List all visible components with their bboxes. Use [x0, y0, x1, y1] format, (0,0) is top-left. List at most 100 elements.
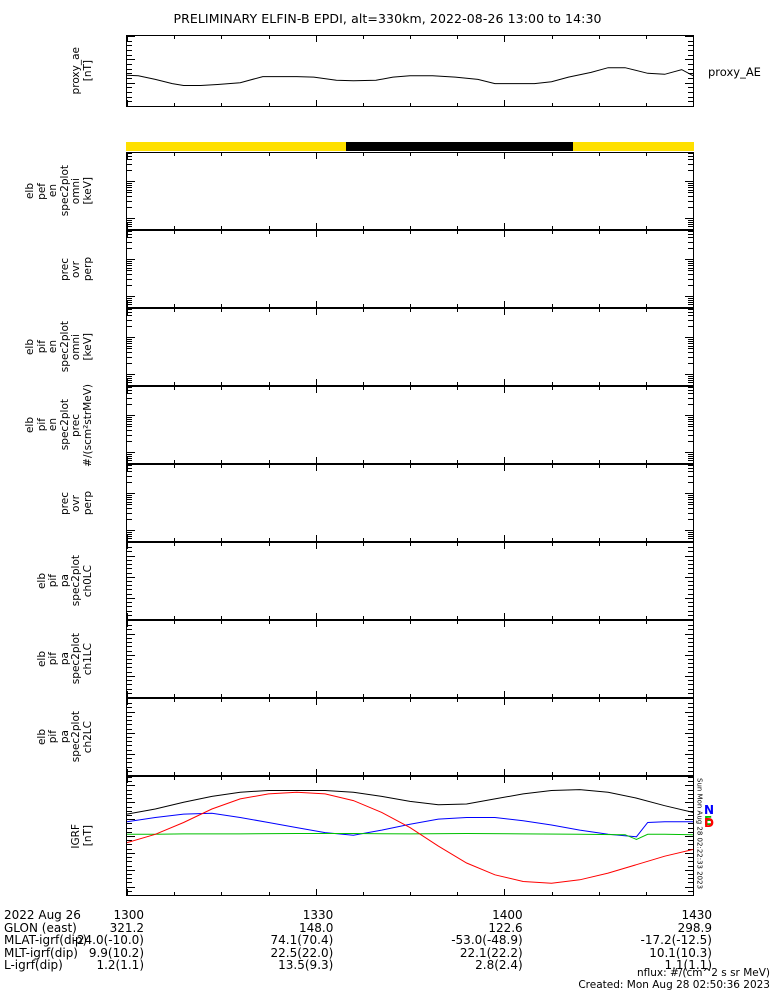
y-tick-minor [127, 187, 132, 188]
axis-title: elb pef en spec2plot omni [keV] [24, 152, 94, 230]
y-tick-minor [127, 270, 132, 271]
y-tick-minor [688, 404, 693, 405]
y-tick-minor [688, 651, 693, 652]
axis-title-line: elb [24, 338, 36, 356]
x-tick [504, 153, 505, 159]
y-tick-major [127, 598, 135, 599]
plot-panel-prec-ovr-perp-2: 1001000 [126, 464, 694, 542]
y-tick-minor [688, 41, 693, 42]
x-tick [174, 382, 175, 385]
y-tick-minor [127, 298, 132, 299]
y-tick-minor [688, 341, 693, 342]
x-tick [646, 465, 647, 468]
y-tick-minor [127, 326, 132, 327]
y-tick-major [127, 634, 135, 635]
y-tick-minor [688, 458, 693, 459]
y-tick-major [685, 36, 693, 37]
y-tick-minor [688, 716, 693, 717]
axis-title-line: [keV] [81, 333, 94, 361]
x-tick [504, 465, 505, 471]
x-tick [363, 465, 364, 468]
table-cell: -17.2(-12.5) [640, 933, 712, 948]
x-tick [269, 226, 270, 229]
x-tick [410, 382, 411, 385]
x-tick [457, 387, 458, 390]
y-tick-minor [127, 758, 132, 759]
y-tick-minor [688, 237, 693, 238]
y-tick-minor [127, 750, 132, 751]
activity-bar-segment [126, 142, 346, 151]
y-tick-minor [127, 538, 132, 539]
x-tick [646, 699, 647, 702]
x-tick [221, 36, 222, 39]
x-tick [316, 889, 317, 895]
x-tick [127, 699, 128, 705]
activity-bar-segment [346, 142, 573, 151]
y-tick-minor [688, 50, 693, 51]
axis-title: elb pif pa spec2plot ch1LC [36, 620, 95, 698]
x-tick [552, 543, 553, 546]
page-title: PRELIMINARY ELFIN-B EPDI, alt=330km, 202… [173, 11, 602, 26]
y-tick-minor [688, 242, 693, 243]
x-tick [269, 103, 270, 106]
x-tick [504, 36, 505, 42]
y-tick-minor [688, 471, 693, 472]
y-tick-minor [127, 499, 132, 500]
y-tick-minor [688, 602, 693, 603]
x-tick [221, 892, 222, 895]
x-tick [504, 379, 505, 385]
y-tick-minor [688, 693, 693, 694]
y-tick-major [127, 374, 135, 375]
y-tick-major [685, 337, 693, 338]
x-tick [269, 621, 270, 624]
y-tick-minor [127, 261, 132, 262]
y-tick-minor [127, 382, 132, 383]
x-tick [410, 231, 411, 234]
x-tick [316, 777, 317, 783]
plot-panel-elb-pif-pa-ch0lc: 150100500 [126, 542, 694, 620]
x-tick [316, 153, 317, 159]
x-tick [410, 387, 411, 390]
y-tick-minor [688, 224, 693, 225]
y-tick-minor [127, 585, 132, 586]
table-row: L-igrf(dip) 1.2(1.1) 13.5(9.3) 2.8(2.4) 1.1(… [4, 959, 772, 972]
x-tick [457, 777, 458, 780]
y-tick-minor [127, 190, 132, 191]
y-tick-minor [127, 882, 132, 883]
y-tick-major [127, 853, 135, 854]
y-tick-minor [127, 547, 132, 548]
x-tick [363, 543, 364, 546]
x-tick [174, 460, 175, 463]
y-tick-minor [688, 767, 693, 768]
y-tick-minor [688, 270, 693, 271]
y-tick-minor [688, 750, 693, 751]
y-tick-minor [688, 502, 693, 503]
y-tick-major [685, 452, 693, 453]
x-tick [457, 309, 458, 312]
x-tick [410, 103, 411, 106]
y-tick-minor [688, 538, 693, 539]
y-tick-minor [127, 55, 132, 56]
y-tick-minor [127, 87, 132, 88]
y-tick-minor [127, 594, 132, 595]
y-tick-minor [688, 274, 693, 275]
x-tick [174, 153, 175, 156]
axis-title-line: [keV] [81, 177, 94, 205]
x-tick [363, 387, 364, 390]
y-tick-minor [688, 196, 693, 197]
axis-title: elb pif en spec2plot prec #/(scm²strMeV) [24, 384, 94, 467]
y-tick-minor [688, 568, 693, 569]
axis-title-line: pif [47, 574, 59, 588]
y-tick-minor [688, 352, 693, 353]
x-tick [599, 387, 600, 390]
table-cell: 122.6 [488, 920, 523, 935]
y-tick-minor [688, 895, 693, 896]
axis-title-line: ch0LC [81, 564, 94, 598]
y-tick-minor [127, 237, 132, 238]
table-row-label: MLAT-igrf(dip) [4, 933, 88, 948]
y-tick-minor [127, 454, 132, 455]
x-tick [410, 777, 411, 780]
x-tick [693, 613, 694, 619]
x-tick [504, 777, 505, 783]
y-tick-minor [127, 482, 132, 483]
